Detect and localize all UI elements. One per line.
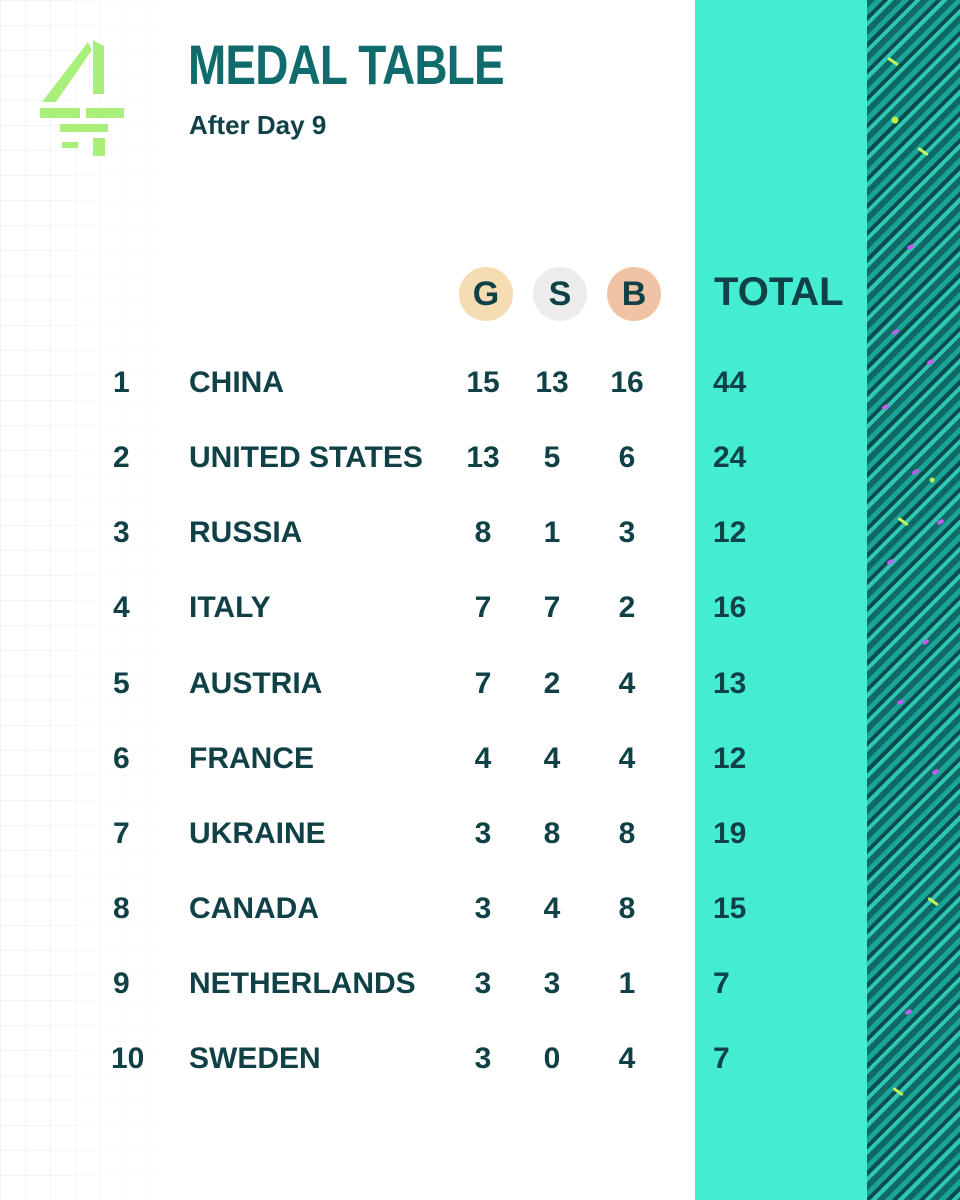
- country-cell: CANADA: [189, 892, 319, 925]
- gold-column-header: G: [459, 267, 513, 321]
- total-count-cell: 7: [713, 1042, 730, 1075]
- total-count-cell: 15: [713, 892, 747, 925]
- silver-count-cell: 2: [543, 667, 561, 700]
- silver-count-cell: 8: [543, 817, 561, 850]
- silver-count-cell: 3: [543, 967, 561, 1000]
- gold-count-cell: 7: [474, 591, 492, 624]
- gold-count-cell: 3: [474, 967, 492, 1000]
- bronze-column-header: B: [607, 267, 661, 321]
- rank-cell: 8: [113, 892, 130, 925]
- bronze-count-cell: 4: [618, 667, 636, 700]
- total-column-band: [695, 0, 867, 1200]
- table-row: 3 RUSSIA 8 1 3 12: [0, 508, 860, 558]
- silver-count-cell: 4: [543, 742, 561, 775]
- rank-cell: 5: [113, 667, 130, 700]
- channel-4-logo-icon: [40, 40, 124, 156]
- total-count-cell: 12: [713, 742, 747, 775]
- table-row: 10 SWEDEN 3 0 4 7: [0, 1034, 860, 1084]
- total-count-cell: 7: [713, 967, 730, 1000]
- gold-count-cell: 3: [474, 817, 492, 850]
- grid-background: [0, 0, 175, 1200]
- bronze-count-cell: 16: [610, 366, 644, 399]
- gold-count-cell: 7: [474, 667, 492, 700]
- country-cell: FRANCE: [189, 742, 314, 775]
- silver-count-cell: 4: [543, 892, 561, 925]
- gold-count-cell: 13: [466, 441, 500, 474]
- table-row: 1 CHINA 15 13 16 44: [0, 358, 860, 408]
- country-cell: UNITED STATES: [189, 441, 423, 474]
- country-cell: RUSSIA: [189, 516, 303, 549]
- country-cell: CHINA: [189, 366, 284, 399]
- country-cell: SWEDEN: [189, 1042, 321, 1075]
- country-cell: UKRAINE: [189, 817, 326, 850]
- table-row: 2 UNITED STATES 13 5 6 24: [0, 433, 860, 483]
- bronze-count-cell: 8: [618, 892, 636, 925]
- table-row: 9 NETHERLANDS 3 3 1 7: [0, 959, 860, 1009]
- total-count-cell: 19: [713, 817, 747, 850]
- table-row: 5 AUSTRIA 7 2 4 13: [0, 659, 860, 709]
- bronze-count-cell: 4: [618, 742, 636, 775]
- bronze-count-cell: 2: [618, 591, 636, 624]
- rank-cell: 9: [113, 967, 130, 1000]
- bronze-count-cell: 1: [618, 967, 636, 1000]
- bronze-count-cell: 8: [618, 817, 636, 850]
- gold-count-cell: 8: [474, 516, 492, 549]
- gold-count-cell: 4: [474, 742, 492, 775]
- rank-cell: 3: [113, 516, 130, 549]
- table-row: 7 UKRAINE 3 8 8 19: [0, 809, 860, 859]
- silver-count-cell: 13: [535, 366, 569, 399]
- total-count-cell: 13: [713, 667, 747, 700]
- silver-column-header: S: [533, 267, 587, 321]
- silver-count-cell: 0: [543, 1042, 561, 1075]
- total-count-cell: 16: [713, 591, 747, 624]
- silver-count-cell: 1: [543, 516, 561, 549]
- page-title: MEDAL TABLE: [188, 33, 505, 96]
- decorative-texture-panel: [867, 0, 960, 1200]
- gold-count-cell: 3: [474, 892, 492, 925]
- page-subtitle: After Day 9: [189, 110, 327, 140]
- bronze-count-cell: 4: [618, 1042, 636, 1075]
- country-cell: NETHERLANDS: [189, 967, 416, 1000]
- silver-count-cell: 5: [543, 441, 561, 474]
- country-cell: AUSTRIA: [189, 667, 323, 700]
- table-row: 8 CANADA 3 4 8 15: [0, 884, 860, 934]
- total-count-cell: 24: [713, 441, 747, 474]
- country-cell: ITALY: [189, 591, 271, 624]
- table-row: 4 ITALY 7 7 2 16: [0, 583, 860, 633]
- rank-cell: 6: [113, 742, 130, 775]
- total-column-header: TOTAL: [714, 270, 844, 314]
- silver-count-cell: 7: [543, 591, 561, 624]
- rank-cell: 1: [113, 366, 130, 399]
- gold-count-cell: 15: [466, 366, 500, 399]
- rank-cell: 10: [111, 1042, 145, 1075]
- rank-cell: 2: [113, 441, 130, 474]
- gold-count-cell: 3: [474, 1042, 492, 1075]
- bronze-count-cell: 3: [618, 516, 636, 549]
- rank-cell: 7: [113, 817, 130, 850]
- total-count-cell: 44: [713, 366, 747, 399]
- rank-cell: 4: [113, 591, 130, 624]
- table-row: 6 FRANCE 4 4 4 12: [0, 734, 860, 784]
- bronze-count-cell: 6: [618, 441, 636, 474]
- total-count-cell: 12: [713, 516, 747, 549]
